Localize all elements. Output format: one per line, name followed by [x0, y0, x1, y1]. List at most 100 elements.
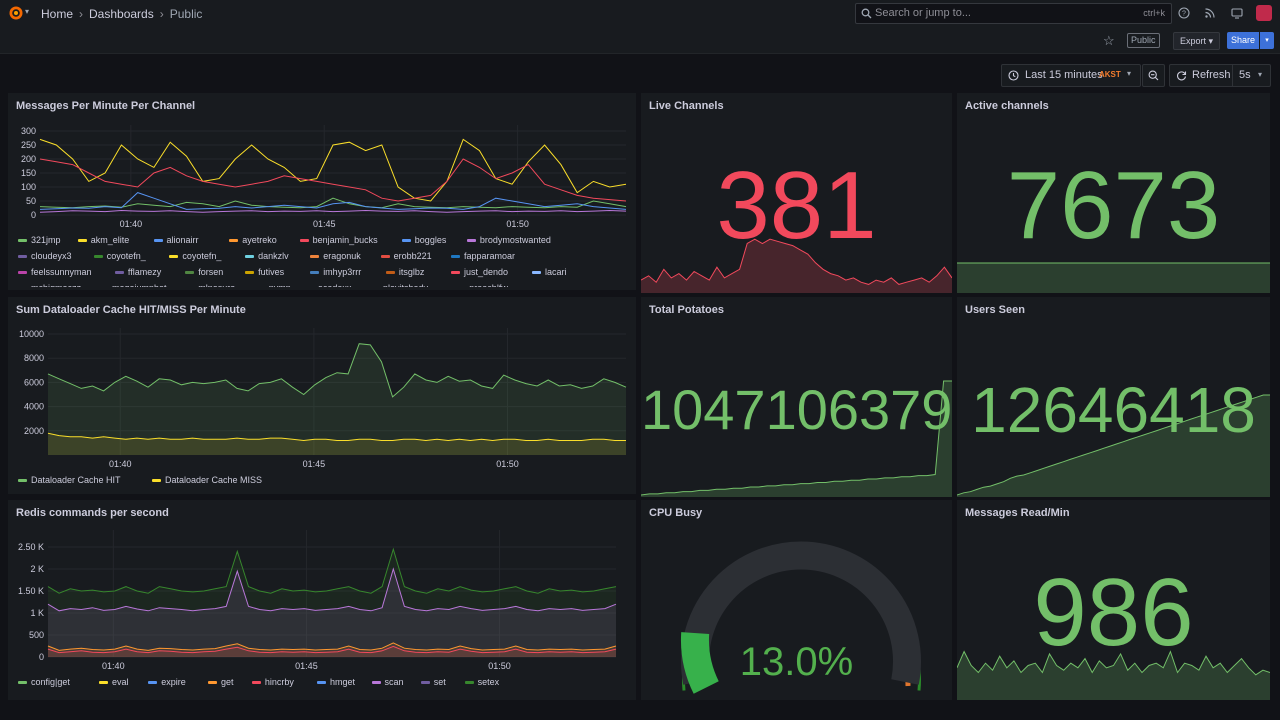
zoom-out-button[interactable]	[1142, 64, 1165, 87]
legend-item-mcbigmaczz[interactable]: mcbigmaczz	[18, 283, 81, 287]
legend-item-expire[interactable]: expire	[148, 677, 186, 687]
legend-item-get[interactable]: get	[208, 677, 234, 687]
chevron-down-icon: ▾	[1208, 36, 1214, 46]
legend-label: alionairr	[166, 235, 199, 245]
legend-item-benjamin_bucks[interactable]: benjamin_bucks	[299, 235, 378, 245]
legend-item-setex[interactable]: setex	[464, 677, 499, 687]
tv-icon[interactable]	[1231, 7, 1243, 19]
legend-item-akm_elite[interactable]: akm_elite	[77, 235, 129, 245]
legend-label: erobb221	[393, 251, 432, 261]
legend-item-feelssunnyman[interactable]: feelssunnyman	[18, 267, 92, 277]
help-icon[interactable]: ?	[1178, 7, 1190, 19]
legend-item-boggles[interactable]: boggles	[401, 235, 446, 245]
export-button[interactable]: Export ▾	[1173, 32, 1221, 50]
svg-text:?: ?	[1182, 11, 1186, 18]
legend-swatch	[169, 255, 179, 259]
y-tick-label: 2 K	[30, 564, 44, 574]
legend-item-erobb221[interactable]: erobb221	[380, 251, 432, 261]
cpu-busy-value: 13.0%	[739, 640, 854, 684]
legend-item-fapparamoar[interactable]: fapparamoar	[451, 251, 515, 261]
legend-item-forsen[interactable]: forsen	[185, 267, 223, 277]
panel-title[interactable]: Total Potatoes	[649, 304, 724, 316]
legend-item-lacari[interactable]: lacari	[532, 267, 567, 277]
chevron-right-icon: ›	[159, 7, 164, 21]
chart-legend: 321jmp akm_elite alionairr ayetreko benjamin…	[8, 235, 636, 287]
rss-icon[interactable]	[1204, 7, 1216, 19]
refresh-picker[interactable]: Refresh 5s ▾	[1169, 64, 1271, 87]
share-button[interactable]: Share	[1227, 32, 1259, 49]
star-icon[interactable]: ☆	[1103, 33, 1115, 48]
legend-item-imhyp3rrr[interactable]: imhyp3rrr	[310, 267, 361, 277]
breadcrumb-home[interactable]: Home	[41, 7, 74, 21]
panel-title[interactable]: Live Channels	[649, 100, 724, 112]
legend-swatch	[317, 681, 326, 685]
panel-title[interactable]: CPU Busy	[649, 507, 703, 519]
legend-item-321jmp[interactable]: 321jmp	[18, 235, 61, 245]
legend-swatch	[451, 271, 460, 275]
panel-redis-commands: Redis commands per second 2.50 K 2 K 1.50 …	[8, 500, 636, 700]
legend-item-itsglbz[interactable]: itsglbz	[385, 267, 424, 277]
chevron-down-icon[interactable]: ▾	[25, 7, 30, 16]
panel-title[interactable]: Sum Dataloader Cache HIT/MISS Per Minute	[16, 304, 246, 316]
legend-item-hmget[interactable]: hmget	[317, 677, 355, 687]
share-dropdown-button[interactable]: ▾	[1260, 32, 1274, 49]
legend-item-nymn[interactable]: nymn	[256, 283, 291, 287]
x-tick-label: 01:45	[303, 459, 326, 469]
panel-title[interactable]: Redis commands per second	[16, 507, 169, 519]
legend-item-preachlfw[interactable]: preachlfw	[456, 283, 508, 287]
legend-item-futives[interactable]: futives	[245, 267, 284, 277]
clock-icon	[1008, 70, 1019, 81]
legend-swatch	[299, 239, 309, 243]
refresh-icon	[1177, 71, 1187, 81]
x-tick-label: 01:40	[102, 661, 125, 671]
legend-item-cloudeyx3[interactable]: cloudeyx3	[18, 251, 72, 261]
legend-item-fflamezy[interactable]: fflamezy	[114, 267, 161, 277]
legend-item-megajumpbot[interactable]: megajumpbot	[99, 283, 167, 287]
legend-item-scan[interactable]: scan	[371, 677, 404, 687]
legend-item-brodymostwanted[interactable]: brodymostwanted	[466, 235, 551, 245]
breadcrumb-dashboards[interactable]: Dashboards	[89, 7, 154, 21]
legend-label: get	[221, 677, 234, 687]
panel-title[interactable]: Messages Read/Min	[965, 507, 1070, 519]
legend-label: lacari	[545, 267, 567, 277]
legend-item-ayetreko[interactable]: ayetreko	[229, 235, 277, 245]
legend-label: expire	[161, 677, 186, 687]
legend-item-eragonuk[interactable]: eragonuk	[310, 251, 361, 261]
y-tick-label: 8000	[24, 353, 44, 363]
legend-item-hincrby[interactable]: hincrby	[251, 677, 294, 687]
legend-item-just_dendo[interactable]: just_dendo	[451, 267, 508, 277]
legend-item-config|get[interactable]: config|get	[18, 677, 70, 687]
avatar[interactable]	[1256, 5, 1272, 21]
legend-item-alionairr[interactable]: alionairr	[153, 235, 199, 245]
legend-item-mlnosura[interactable]: mlnosura	[185, 283, 235, 287]
legend-item-Dataloader Cache HIT[interactable]: Dataloader Cache HIT	[18, 475, 121, 485]
legend-label: Dataloader Cache MISS	[165, 475, 263, 485]
series-area-setex	[48, 549, 616, 657]
legend-label: dankzlv	[258, 251, 289, 261]
legend-label: feelssunnyman	[31, 267, 92, 277]
legend-label: scan	[384, 677, 404, 687]
panel-title[interactable]: Users Seen	[965, 304, 1025, 316]
panel-title[interactable]: Active channels	[965, 100, 1049, 112]
legend-item-Dataloader Cache MISS[interactable]: Dataloader Cache MISS	[152, 475, 262, 485]
panel-title[interactable]: Messages Per Minute Per Channel	[16, 100, 196, 112]
legend-label: futives	[258, 267, 285, 277]
legend-swatch	[385, 271, 395, 275]
y-tick-label: 0	[39, 652, 44, 662]
legend-item-dankzlv[interactable]: dankzlv	[245, 251, 289, 261]
legend-item-playitshady[interactable]: playitshady	[370, 283, 428, 287]
legend-item-coyotefn_[interactable]: coyotefn_	[93, 251, 146, 261]
sparkline-area	[957, 263, 1270, 293]
y-tick-label: 2.50 K	[18, 542, 44, 552]
search-input[interactable]: Search or jump to... ctrl+k	[855, 3, 1172, 24]
y-tick-label: 500	[29, 630, 44, 640]
series-area-Dataloader Cache MISS	[48, 433, 626, 455]
grafana-logo-icon[interactable]	[8, 5, 24, 21]
dataloader-line-chart: 10000 8000 6000 4000 2000 01:40 01:45 01:50	[19, 328, 627, 469]
legend-item-coyotefn_[interactable]: coyotefn_	[169, 251, 221, 261]
time-range-picker[interactable]: Last 15 minutes AKST ▾	[1001, 64, 1141, 87]
legend-item-ocedexx[interactable]: ocedexx	[305, 283, 352, 287]
legend-item-set[interactable]: set	[420, 677, 446, 687]
refresh-interval[interactable]: 5s	[1239, 69, 1251, 81]
legend-item-eval[interactable]: eval	[99, 677, 129, 687]
